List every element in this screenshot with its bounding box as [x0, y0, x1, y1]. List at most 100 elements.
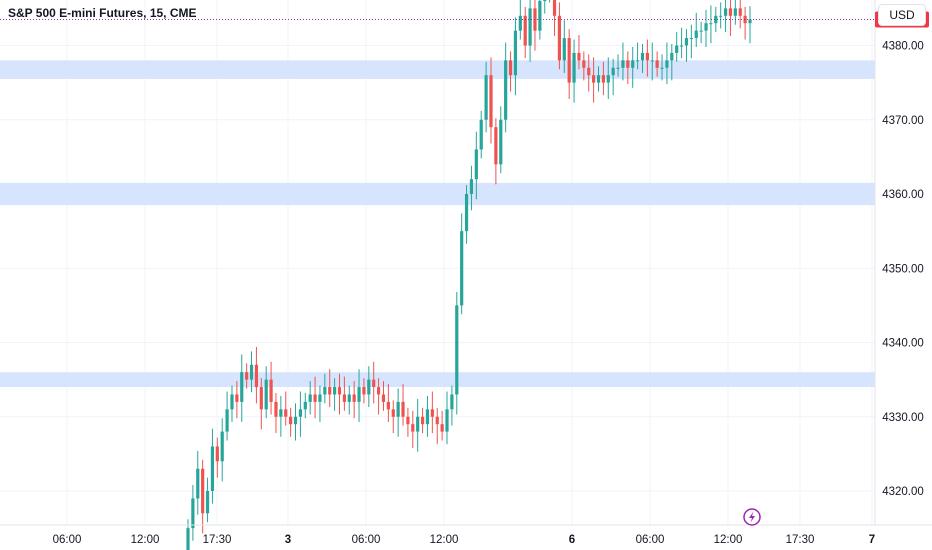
candle-body	[274, 401, 278, 417]
candle-body	[205, 491, 210, 514]
candle-body	[333, 387, 337, 395]
candle-body	[450, 394, 454, 410]
support-zone	[0, 60, 875, 79]
candle-body	[357, 387, 361, 402]
candle-body	[577, 52, 581, 61]
candle-body	[665, 60, 669, 68]
candle-body	[362, 387, 366, 395]
price-axis: 4320.00 4330.00 4340.00 4350.00 4360.00 4370.…	[882, 41, 924, 499]
candle-body	[489, 75, 493, 128]
candle-body	[303, 401, 307, 410]
candle-body	[445, 409, 449, 432]
candle-body	[645, 52, 649, 61]
candle-body	[240, 372, 244, 402]
candle-body	[337, 387, 342, 395]
candle-body	[381, 394, 386, 402]
candle-body	[636, 60, 640, 62]
support-zone	[0, 182, 875, 206]
candle-body	[435, 416, 439, 425]
candle-body	[675, 45, 679, 53]
candle-body	[269, 379, 273, 402]
candle-body	[215, 446, 219, 462]
candle-body	[245, 372, 249, 380]
candle-body	[552, 0, 557, 16]
candle-body	[406, 416, 410, 425]
candle-body	[328, 387, 332, 395]
candle-body	[631, 60, 635, 68]
x-tick-label: 7	[869, 534, 875, 546]
candle-body	[719, 15, 723, 17]
candle-body	[186, 528, 190, 550]
candle-body	[376, 387, 381, 395]
y-tick-label: 4350.00	[882, 263, 924, 275]
candle-body	[352, 394, 356, 402]
candle-body	[650, 60, 654, 62]
candle-body	[499, 119, 503, 165]
candle-body	[513, 30, 518, 76]
candle-body	[455, 305, 459, 395]
candle-body	[504, 60, 508, 120]
candle-body	[484, 75, 488, 120]
currency-selector[interactable]: USD	[878, 4, 926, 26]
candle-body	[640, 52, 645, 61]
candle-body	[342, 394, 346, 402]
candle-body	[567, 38, 571, 83]
candle-body	[699, 30, 703, 32]
candle-body	[396, 401, 400, 417]
support-zones	[0, 60, 875, 388]
candle-body	[655, 60, 659, 68]
candle-body	[367, 379, 371, 395]
candle-body	[298, 409, 302, 417]
candle-body	[723, 8, 728, 16]
candle-body	[616, 67, 620, 69]
price-axis-background[interactable]	[875, 0, 932, 525]
y-tick-label: 4380.00	[882, 41, 924, 53]
y-tick-label: 4360.00	[882, 189, 924, 201]
candle-body	[748, 19, 752, 24]
candle-body	[518, 15, 522, 31]
candle-body	[284, 409, 288, 417]
candle-body	[626, 60, 630, 68]
candle-body	[386, 401, 390, 410]
candle-body	[582, 60, 586, 68]
candle-body	[587, 67, 591, 76]
candle-body	[738, 8, 742, 16]
candle-body	[460, 231, 464, 306]
candle-body	[538, 0, 542, 31]
candlestick-series	[186, 0, 752, 550]
candle-body	[528, 8, 532, 46]
candle-body	[416, 416, 420, 432]
candle-body	[420, 416, 425, 425]
candle-body	[543, 0, 547, 1]
candle-body	[562, 38, 566, 61]
candle-body	[714, 15, 718, 24]
x-tick-label: 6	[569, 534, 575, 546]
candle-body	[660, 67, 664, 69]
candle-body	[684, 38, 689, 46]
x-tick-label: 3	[285, 534, 291, 546]
candle-body	[469, 179, 474, 194]
candle-body	[464, 194, 469, 232]
x-tick-label: 12:00	[714, 534, 743, 546]
chart-title: S&P 500 E-mini Futures, 15, CME	[8, 6, 197, 20]
candle-body	[259, 387, 263, 410]
candle-body	[293, 416, 298, 425]
candle-body	[196, 468, 200, 499]
x-tick-label: 12:00	[131, 534, 160, 546]
candle-body	[191, 498, 195, 529]
candle-body	[679, 45, 684, 47]
x-tick-label: 17:30	[203, 534, 232, 546]
candle-body	[557, 15, 562, 61]
candle-body	[670, 52, 674, 61]
candle-body	[694, 30, 698, 39]
candle-body	[728, 8, 733, 16]
y-tick-label: 4320.00	[882, 486, 924, 498]
lightning-icon[interactable]	[743, 508, 761, 526]
candle-body	[391, 409, 395, 417]
y-tick-label: 4330.00	[882, 412, 924, 424]
candle-body	[572, 52, 576, 83]
time-axis[interactable]: 06:00 12:00 17:30 3 06:00 12:00 6 06:00 12:00 17:…	[53, 534, 876, 546]
x-tick-label: 06:00	[53, 534, 82, 546]
candle-body	[235, 394, 239, 402]
